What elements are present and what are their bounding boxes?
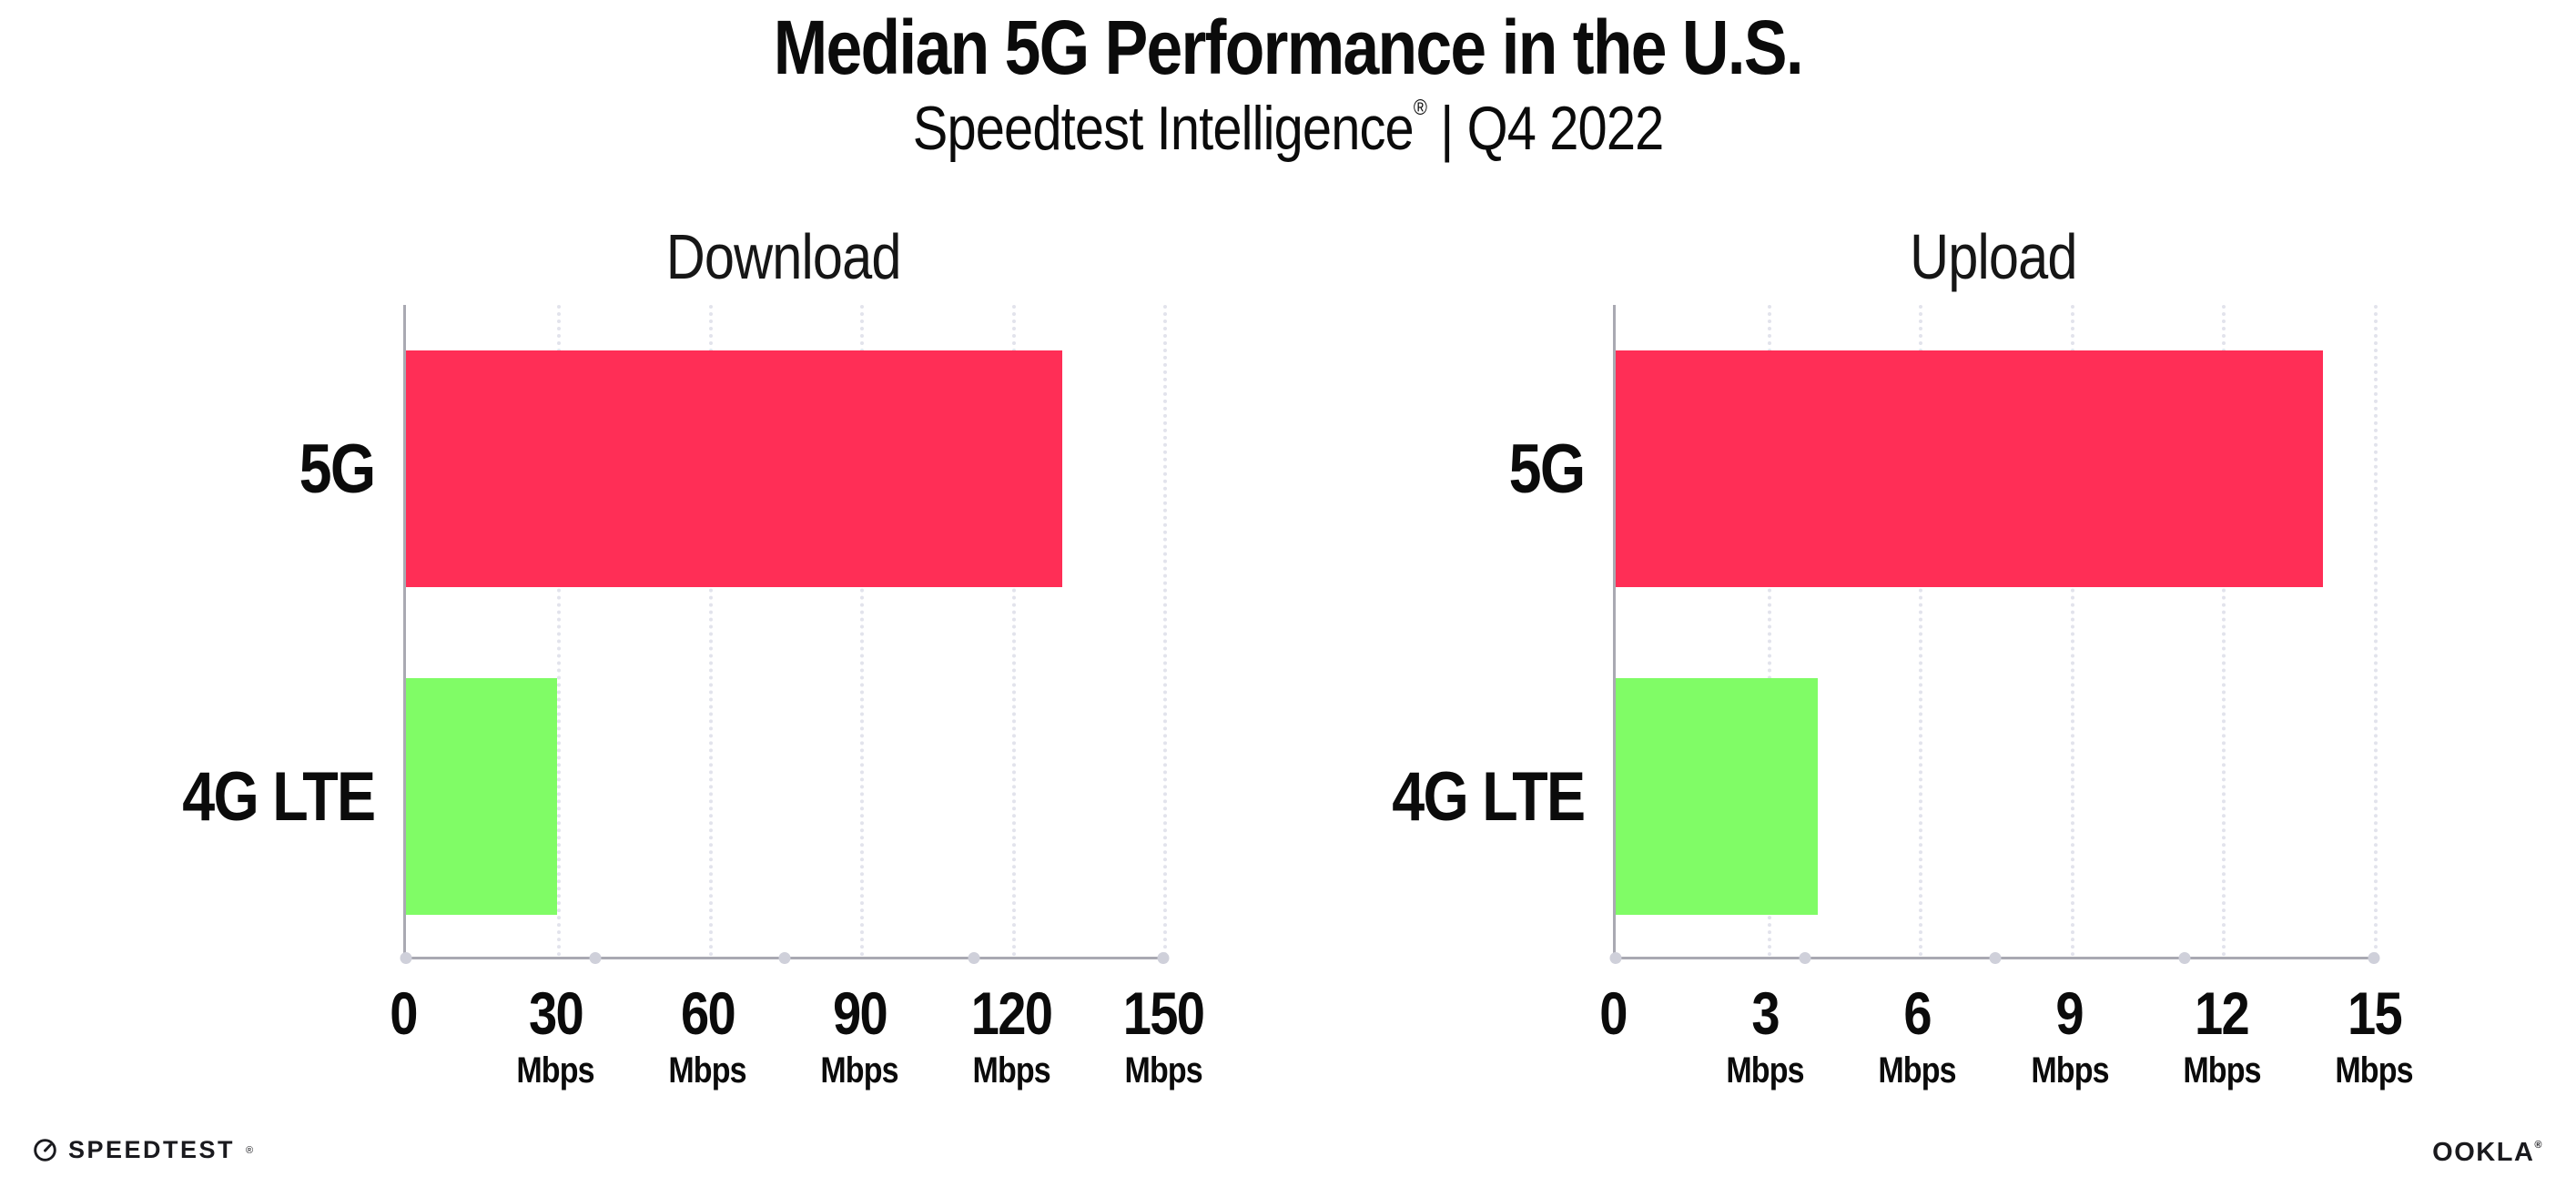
upload-xtick-0: 0 (1597, 983, 1629, 1043)
download-xtick-120: 120 Mbps (964, 983, 1059, 1089)
download-xtick-value: 60 (680, 979, 735, 1047)
download-xtick-value: 150 (1122, 979, 1205, 1047)
speedtest-logo: SPEEDTEST ® (33, 1136, 253, 1164)
upload-xtick-value: 6 (1903, 979, 1932, 1047)
upload-xtick-unit: Mbps (2030, 1050, 2109, 1090)
page-title: Median 5G Performance in the U.S. (0, 7, 2576, 87)
download-xtick-0: 0 (388, 983, 420, 1043)
page-subtitle-text: Speedtest Intelligence® | Q4 2022 (913, 96, 1664, 161)
upload-xtick-value: 9 (2055, 979, 2084, 1047)
upload-axis-dot (1799, 952, 1811, 964)
registered-mark-icon: ® (1413, 96, 1427, 121)
download-xtick-30: 30 Mbps (510, 983, 601, 1089)
upload-category-label-5g: 5G (1496, 350, 1585, 587)
subtitle-period: | Q4 2022 (1425, 94, 1664, 164)
download-xtick-value: 30 (528, 979, 583, 1047)
upload-gridline-6 (1919, 305, 1923, 957)
download-axis-dot (589, 952, 602, 964)
download-xtick-90: 90 Mbps (814, 983, 905, 1089)
download-chart: Download 5G 4G LTE 0 30 Mbps 60 Mbps 90 Mbps 120 M… (182, 225, 1205, 1089)
upload-bar-4g-lte (1616, 678, 1819, 915)
download-category-label-text: 4G LTE (181, 757, 376, 836)
ookla-registered-mark-icon: ® (2534, 1140, 2543, 1151)
download-xtick-value: 90 (832, 979, 887, 1047)
download-xtick-unit: Mbps (516, 1050, 594, 1090)
upload-xtick-unit: Mbps (1726, 1050, 1805, 1090)
upload-gridline-12 (2222, 305, 2226, 957)
upload-category-label-text: 5G (1508, 430, 1585, 508)
download-bar-4g-lte (406, 678, 558, 915)
ookla-logo: OOKLA® (2432, 1138, 2543, 1168)
download-axis-dot (400, 952, 412, 964)
upload-category-label-4g-lte: 4G LTE (1358, 678, 1586, 915)
upload-plot-area (1609, 305, 2380, 964)
upload-xtick-9: 9 Mbps (2023, 983, 2115, 1089)
upload-xtick-value: 3 (1751, 979, 1780, 1047)
upload-xtick-unit: Mbps (2183, 1050, 2261, 1090)
download-gridline-120 (1011, 305, 1016, 957)
upload-xtick-15: 15 Mbps (2328, 983, 2419, 1089)
download-xtick-unit: Mbps (668, 1050, 746, 1090)
ookla-wordmark: OOKLA (2432, 1138, 2535, 1167)
download-xtick-unit: Mbps (1124, 1050, 1202, 1090)
upload-gridline-9 (2070, 305, 2074, 957)
upload-chart-title: Upload (1910, 221, 2077, 292)
upload-gridline-3 (1767, 305, 1771, 957)
download-category-label-text: 5G (299, 430, 375, 508)
download-category-label-4g-lte: 4G LTE (148, 678, 376, 915)
upload-axis-dot (2178, 952, 2191, 964)
speedtest-wordmark: SPEEDTEST (68, 1136, 236, 1163)
download-gridline-90 (860, 305, 865, 957)
download-xtick-value: 0 (390, 979, 418, 1047)
upload-xtick-unit: Mbps (2335, 1050, 2413, 1090)
download-bar-5g (406, 350, 1063, 587)
download-chart-title: Download (665, 221, 902, 292)
speedtest-registered-mark-icon: ® (246, 1144, 254, 1156)
speedtest-gauge-icon (34, 1139, 56, 1161)
upload-xtick-value: 15 (2347, 979, 2402, 1047)
upload-axis-dot (1989, 952, 2001, 964)
upload-category-label-text: 4G LTE (1391, 757, 1586, 836)
upload-xtick-3: 3 Mbps (1719, 983, 1810, 1089)
upload-axis-dot (1609, 952, 1622, 964)
download-gridline-150 (1163, 305, 1167, 957)
download-xtick-150: 150 Mbps (1116, 983, 1211, 1089)
download-category-label-5g: 5G (286, 350, 375, 587)
upload-xtick-6: 6 Mbps (1871, 983, 1962, 1089)
download-xtick-value: 120 (970, 979, 1053, 1047)
download-xtick-unit: Mbps (972, 1050, 1050, 1090)
upload-chart: Upload 5G 4G LTE 0 3 Mbps 6 Mbps 9 Mbps 12 Mbps 15 M… (1392, 225, 2414, 1089)
header: Median 5G Performance in the U.S. Speedt… (0, 0, 2576, 162)
page-title-text: Median 5G Performance in the U.S. (773, 5, 1804, 90)
download-axis-dot (968, 952, 980, 964)
subtitle-brand: Speedtest Intelligence (912, 94, 1415, 164)
upload-xtick-unit: Mbps (1878, 1050, 1957, 1090)
upload-xtick-value: 12 (2195, 979, 2250, 1047)
upload-xtick-12: 12 Mbps (2176, 983, 2267, 1089)
upload-xtick-value: 0 (1599, 979, 1628, 1047)
download-xtick-60: 60 Mbps (662, 983, 753, 1089)
download-gridline-60 (708, 305, 713, 957)
download-plot-area (400, 305, 1170, 964)
upload-axis-dot (2368, 952, 2380, 964)
download-axis-dot (1157, 952, 1170, 964)
download-gridline-30 (557, 305, 562, 957)
upload-gridline-15 (2374, 305, 2378, 957)
upload-bar-5g (1616, 350, 2324, 587)
download-axis-dot (778, 952, 791, 964)
download-xtick-unit: Mbps (820, 1050, 898, 1090)
page-subtitle: Speedtest Intelligence® | Q4 2022 (0, 96, 2576, 161)
